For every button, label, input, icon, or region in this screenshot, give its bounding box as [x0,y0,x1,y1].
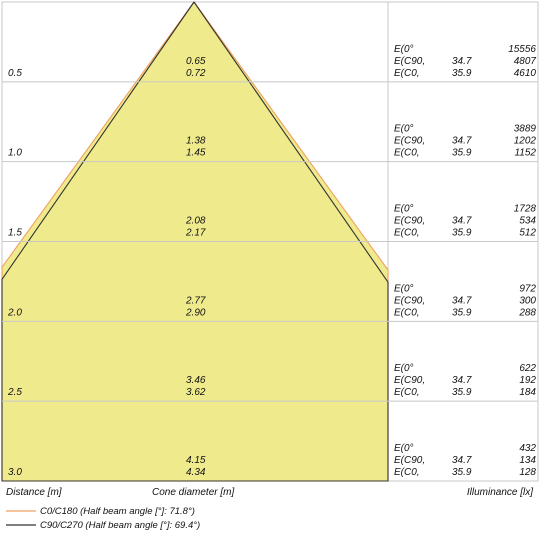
cone-diameter-c90: 0.72 [186,68,206,79]
illuminance-value: 128 [519,467,536,478]
cone-diameter-c90: 3.62 [186,387,206,398]
cone-diameter-c90: 1.45 [186,148,206,159]
illuminance-value: 184 [519,387,536,398]
illuminance-angle: 35.9 [452,307,472,318]
illuminance-angle: 35.9 [452,387,472,398]
illuminance-value: 288 [518,307,536,318]
illuminance-angle: 35.9 [452,228,472,239]
illuminance-angle: 34.7 [452,136,472,147]
illuminance-key: E(C90, [394,455,425,466]
illuminance-value: 300 [519,295,536,306]
distance-value: 1.5 [8,228,22,239]
distance-row: 0.5 0.650.72 E(0° 15556 E(C90, 34.7 4807 E(C0, 3… [8,44,536,79]
cone-diameter-c0: 2.08 [185,216,206,227]
distance-row: 2.5 3.463.62 E(0° 622 E(C90, 34.7 192 E(C0, 35.9… [7,363,536,398]
illuminance-key: E(C0, [394,148,420,159]
distance-axis-label: Distance [m] [6,487,62,498]
illuminance-angle: 34.7 [452,455,472,466]
illuminance-angle: 35.9 [452,68,472,79]
distance-row: 3.0 4.154.34 E(0° 432 E(C90, 34.7 134 E(C0, 35.9… [8,443,536,478]
illuminance-angle: 34.7 [452,295,472,306]
illuminance-value: 432 [519,443,536,454]
illuminance-value: 192 [519,375,536,386]
illuminance-key: E(0° [394,443,414,454]
illuminance-key: E(C0, [394,228,420,239]
distance-value: 3.0 [8,467,22,478]
cone-diameter-c0: 1.38 [186,136,206,147]
illuminance-key: E(C0, [394,68,420,79]
distance-value: 2.0 [7,307,22,318]
illuminance-key: E(C90, [394,295,425,306]
distance-value: 0.5 [8,68,22,79]
distance-row: 1.0 1.381.45 E(0° 3889 E(C90, 34.7 1202 E(C0, 35… [8,124,536,159]
illuminance-key: E(0° [394,363,414,374]
cone-diameter-c0: 2.77 [185,295,206,306]
illuminance-key: E(C0, [394,387,420,398]
illuminance-key: E(0° [394,124,414,135]
illuminance-key: E(C0, [394,307,420,318]
distance-row: 1.5 2.082.17 E(0° 1728 E(C90, 34.7 534 E(C0, 35.… [8,204,536,239]
illuminance-angle: 34.7 [452,375,472,386]
cone-c90 [1,1,389,482]
illuminance-key: E(0° [394,44,414,55]
illuminance-value: 622 [519,363,536,374]
illuminance-key: E(0° [394,204,414,215]
illuminance-key: E(C90, [394,216,425,227]
cone-diameter-c0: 0.65 [186,56,206,67]
illuminance-value: 3889 [514,124,537,135]
illuminance-value: 4610 [514,68,537,79]
illuminance-key: E(C90, [394,136,425,147]
illuminance-value: 15556 [508,44,536,55]
distance-value: 2.5 [7,387,22,398]
legend-c90-label: C90/C270 (Half beam angle [°]: 69.4°) [40,520,200,531]
illuminance-axis-label: Illuminance [lx] [467,487,533,498]
illuminance-value: 1728 [514,204,537,215]
illuminance-value: 534 [519,216,536,227]
illuminance-value: 972 [519,283,536,294]
illuminance-angle: 35.9 [452,467,472,478]
illuminance-value: 512 [519,228,536,239]
illuminance-value: 1152 [514,148,536,159]
illuminance-angle: 35.9 [452,148,472,159]
cone-diameter-c90: 2.90 [185,307,206,318]
row-gridlines [2,81,538,402]
distance-value: 1.0 [8,148,22,159]
distance-row: 2.0 2.772.90 E(0° 972 E(C90, 34.7 300 E(C0, 35.9… [7,283,536,318]
illuminance-angle: 34.7 [452,216,472,227]
illuminance-key: E(C0, [394,467,420,478]
illuminance-value: 4807 [514,56,537,67]
cone-diameter-c0: 4.15 [186,455,206,466]
illuminance-key: E(C90, [394,56,425,67]
cone-diameter-c0: 3.46 [186,375,206,386]
illuminance-key: E(C90, [394,375,425,386]
cone-diameter-c90: 2.17 [185,228,206,239]
cone-diameter-c90: 4.34 [186,467,206,478]
legend: C0/C180 (Half beam angle [°]: 71.8°) C90… [6,506,200,531]
illuminance-angle: 34.7 [452,56,472,67]
illuminance-key: E(0° [394,283,414,294]
illuminance-value: 134 [519,455,536,466]
legend-c0-label: C0/C180 (Half beam angle [°]: 71.8°) [40,506,195,517]
illuminance-value: 1202 [514,136,537,147]
cone-diameter-axis-label: Cone diameter [m] [152,487,234,498]
